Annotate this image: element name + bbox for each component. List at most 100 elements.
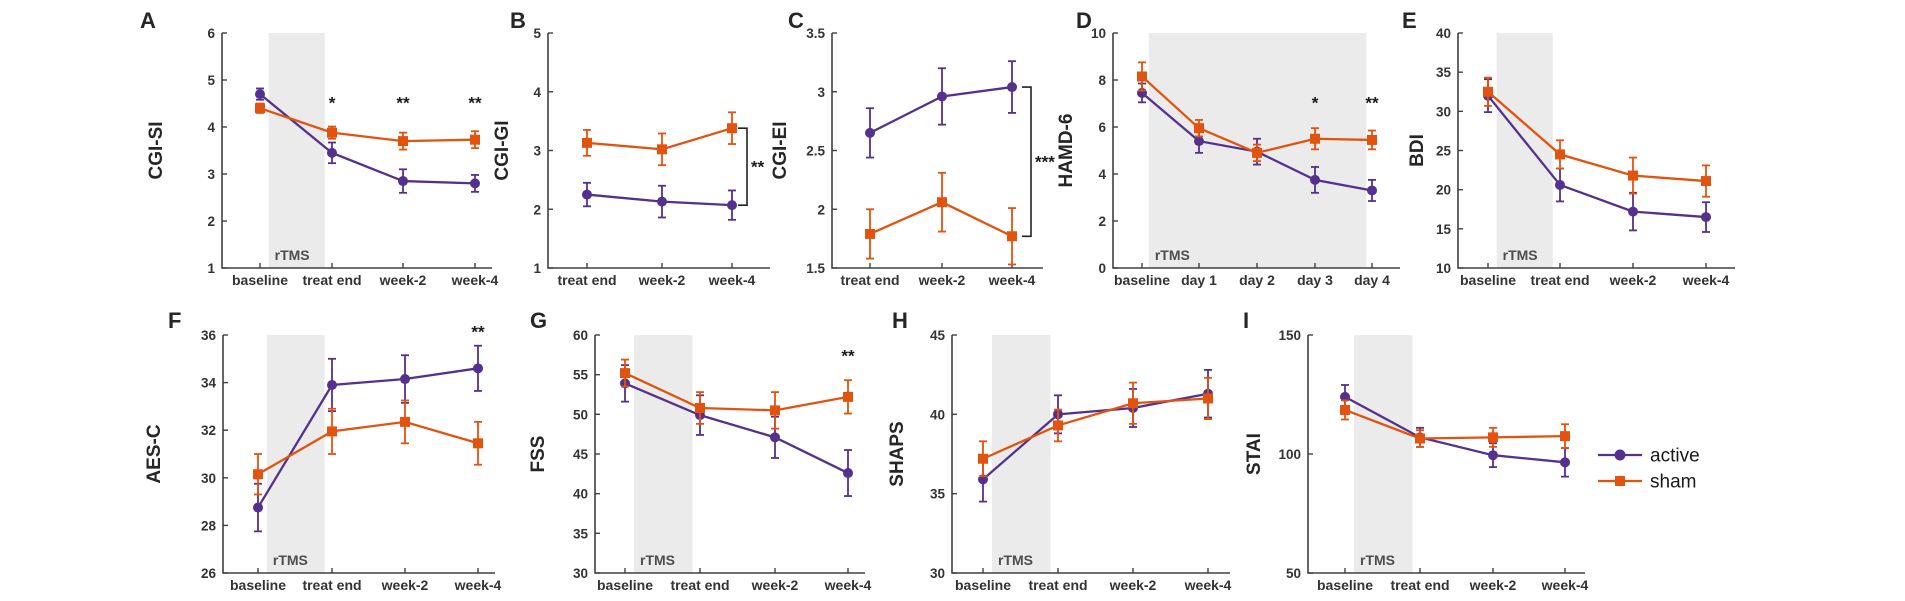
legend-label: active: [1650, 446, 1700, 467]
y-tick-label: 3: [207, 167, 215, 182]
x-tick-label: treat end: [1530, 272, 1589, 288]
y-tick-label: 25: [1436, 144, 1452, 159]
x-tick-label: treat end: [302, 577, 361, 593]
y-tick-label: 60: [573, 328, 588, 343]
x-tick-label: week-4: [988, 272, 1036, 288]
y-tick-label: 0: [1098, 261, 1106, 276]
x-tick-label: day 4: [1354, 272, 1390, 288]
bracket-significance: **: [751, 158, 765, 177]
panel-letter: I: [1243, 308, 1249, 333]
rtms-band-label: rTMS: [998, 552, 1033, 568]
x-tick-label: baseline: [1460, 272, 1516, 288]
x-tick-label: baseline: [597, 577, 653, 593]
active-marker: [1701, 212, 1711, 223]
y-tick-label: 1: [533, 261, 541, 276]
x-tick-label: baseline: [1114, 272, 1170, 288]
sham-marker: [1007, 231, 1017, 242]
sham-line: [624, 372, 849, 412]
active-marker: [1488, 450, 1498, 461]
legend-item-sham: sham: [1598, 472, 1696, 493]
y-tick-label: 35: [573, 526, 589, 541]
x-tick-label: treat end: [670, 577, 729, 593]
y-tick-label: 5: [533, 26, 541, 41]
sham-marker: [937, 197, 947, 208]
sham-marker: [255, 103, 265, 114]
y-axis-title: CGI-SI: [146, 121, 167, 179]
y-tick-label: 15: [1436, 222, 1452, 237]
sham-marker: [1628, 170, 1638, 181]
y-tick-label: 36: [201, 328, 217, 343]
y-tick-label: 55: [573, 368, 589, 383]
active-marker: [473, 363, 483, 374]
panel-H-chart: rTMS 30 35 40 45 baseline treat end week-2 week-…: [887, 308, 1232, 593]
active-line: [259, 93, 476, 185]
x-tick-label: week-2: [379, 272, 427, 288]
y-tick-label: 150: [1278, 328, 1301, 343]
y-axis-title: FSS: [528, 436, 549, 473]
x-tick-label: baseline: [232, 272, 288, 288]
active-line: [257, 367, 479, 509]
x-tick-label: week-2: [751, 577, 799, 593]
y-tick-label: 30: [573, 566, 588, 581]
panel-letter: G: [530, 308, 547, 333]
active-marker: [843, 468, 853, 479]
sham-marker: [473, 438, 483, 449]
sham-marker: [398, 136, 408, 147]
significance-marker: **: [841, 346, 855, 365]
panel-letter: E: [1402, 8, 1417, 33]
active-marker: [255, 89, 265, 100]
y-axis-title: STAI: [1244, 433, 1265, 475]
panel-letter: F: [168, 308, 181, 333]
y-tick-label: 3: [817, 85, 825, 100]
sham-marker: [657, 144, 667, 155]
sham-marker: [843, 391, 853, 402]
legend-item-active: active: [1598, 446, 1700, 467]
y-tick-label: 1: [207, 261, 215, 276]
panel-C-chart: 1.5 2 2.5 3 3.5 treat end week-2 week-4 CGI-EI C *…: [770, 8, 1055, 288]
sham-marker: [253, 469, 263, 480]
active-marker: [727, 200, 737, 211]
active-marker: [1628, 206, 1638, 217]
significance-marker: **: [468, 94, 482, 113]
sham-line: [1487, 90, 1707, 183]
y-tick-label: 40: [1436, 26, 1451, 41]
y-tick-label: 6: [1098, 120, 1106, 135]
active-marker: [470, 178, 480, 189]
x-tick-label: treat end: [302, 272, 361, 288]
significance-marker: **: [396, 94, 410, 113]
sham-marker: [1252, 147, 1262, 158]
x-tick-label: week-2: [638, 272, 686, 288]
sham-marker: [695, 402, 705, 413]
sham-marker: [1483, 86, 1493, 97]
y-tick-label: 10: [1091, 26, 1106, 41]
y-tick-label: 30: [930, 566, 945, 581]
sham-marker: [1488, 432, 1498, 443]
legend-label: sham: [1650, 472, 1696, 493]
x-tick-label: week-2: [918, 272, 966, 288]
panel-G-chart: rTMS 30 35 40 45 50 55 60 baseline treat end week-…: [528, 308, 872, 593]
y-axis-title: BDI: [1407, 134, 1428, 167]
x-tick-label: week-4: [708, 272, 756, 288]
rtms-shaded-band: [1354, 335, 1413, 573]
y-tick-label: 40: [573, 487, 588, 502]
rtms-shaded-band: [992, 335, 1051, 573]
active-marker: [400, 374, 410, 385]
sham-marker: [1053, 420, 1063, 431]
active-marker: [1007, 82, 1017, 93]
y-tick-label: 2: [817, 202, 825, 217]
panel-B-chart: 1 2 3 4 5 treat end week-2 week-4 CGI-GI B **: [492, 8, 770, 288]
y-tick-label: 34: [201, 376, 217, 391]
sham-marker: [620, 368, 630, 379]
y-axis-title: HAMD-6: [1056, 114, 1077, 188]
sham-marker: [1137, 71, 1147, 82]
active-marker: [937, 91, 947, 102]
legend: active sham: [1598, 446, 1700, 493]
y-tick-label: 28: [201, 518, 217, 533]
y-tick-label: 100: [1278, 447, 1301, 462]
rtms-band-label: rTMS: [1360, 552, 1395, 568]
sham-marker: [327, 127, 337, 138]
comparison-bracket: [1022, 86, 1032, 238]
x-tick-label: week-4: [1682, 272, 1730, 288]
y-tick-label: 50: [573, 407, 588, 422]
